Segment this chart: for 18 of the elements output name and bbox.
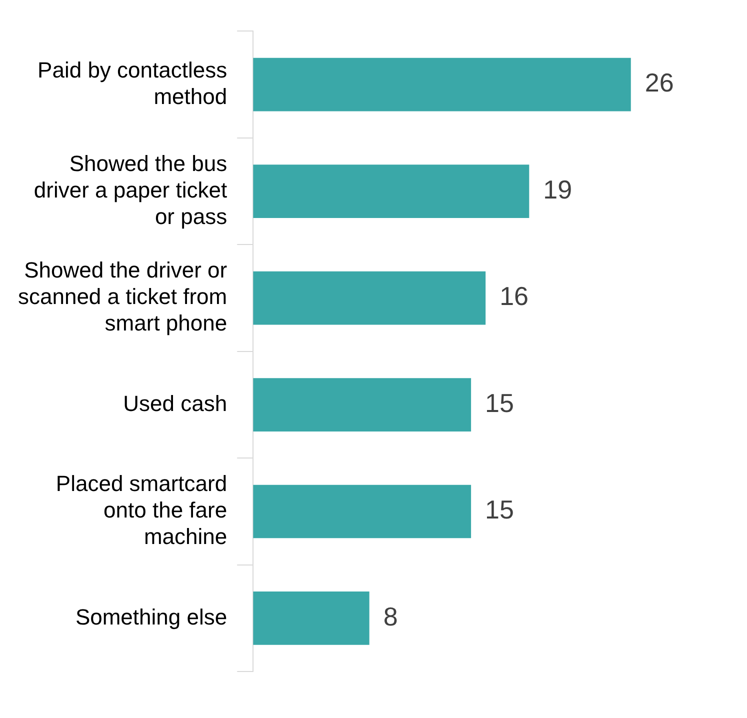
data-label: 15 bbox=[485, 494, 514, 525]
data-label: 16 bbox=[500, 281, 528, 312]
bar bbox=[253, 484, 472, 538]
data-label: 26 bbox=[644, 68, 674, 98]
y-tick-label: Paid by contactless method bbox=[38, 57, 228, 109]
data-label: 8 bbox=[383, 601, 398, 632]
y-tick-label: Used cash bbox=[123, 390, 228, 416]
y-tick-label: Something else bbox=[75, 604, 228, 630]
bar bbox=[253, 164, 530, 218]
data-label: 19 bbox=[543, 174, 572, 204]
bar bbox=[253, 271, 486, 325]
y-tick-label: Placed smartcard onto the fare machine bbox=[56, 471, 228, 549]
bar bbox=[253, 592, 370, 645]
data-label: 15 bbox=[485, 388, 514, 418]
y-tick-label: Showed the bus driver a paper ticket or pass bbox=[34, 150, 228, 229]
bar bbox=[253, 378, 472, 432]
y-tick-label: Showed the driver or scanned a ticket from smart phone bbox=[18, 258, 228, 336]
bar bbox=[253, 58, 631, 112]
